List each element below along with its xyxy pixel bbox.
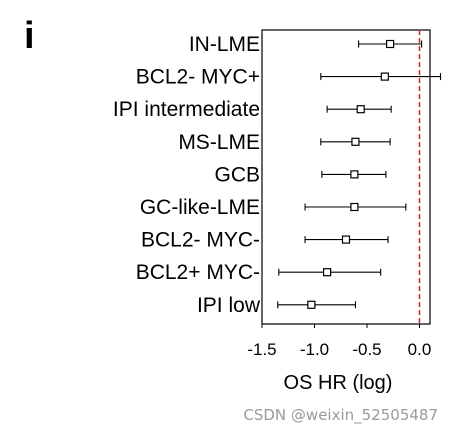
x-tick-label: -1.5	[247, 340, 276, 359]
row-label: GCB	[214, 163, 260, 186]
estimate-row	[304, 202, 407, 212]
x-axis-ticks: -1.5 -1.0 -0.5 0.0	[247, 324, 431, 359]
estimate-point	[386, 39, 395, 49]
estimate-point	[351, 137, 360, 146]
row-label: IPI low	[197, 294, 261, 317]
estimate-point	[350, 170, 359, 179]
estimate-row	[326, 105, 392, 114]
estimate-point	[380, 72, 389, 81]
estimate-point	[350, 202, 359, 212]
estimate-row	[277, 300, 357, 309]
x-tick-label: -1.0	[300, 340, 329, 359]
row-label: IPI intermediate	[113, 98, 260, 121]
estimate-row	[320, 72, 442, 81]
plot-area	[261, 29, 442, 325]
watermark-text: CSDN @weixin_52505487	[243, 406, 438, 425]
row-label: BCL2+ MYC-	[136, 261, 260, 284]
x-tick-label: -0.5	[352, 340, 381, 359]
estimate-point	[323, 268, 332, 277]
estimate-row	[321, 170, 387, 179]
row-label: MS-LME	[178, 131, 260, 154]
x-axis-title: OS HR (log)	[284, 372, 393, 394]
row-label: GC-like-LME	[140, 196, 260, 219]
estimate-point	[356, 105, 365, 114]
x-tick-label: 0.0	[408, 340, 432, 359]
estimate-row	[358, 39, 423, 49]
estimate-marks	[277, 39, 442, 309]
panel-label: i	[24, 15, 35, 57]
estimate-row	[304, 235, 389, 244]
row-labels: IN-LME BCL2- MYC+ IPI intermediate MS-LME GC…	[113, 33, 261, 317]
row-label: IN-LME	[189, 33, 260, 56]
estimate-point	[307, 300, 316, 309]
plot-frame	[261, 29, 431, 325]
row-label: BCL2- MYC+	[136, 66, 260, 89]
estimate-row	[278, 268, 382, 277]
estimate-row	[320, 137, 391, 146]
estimate-point	[341, 235, 351, 244]
row-label: BCL2- MYC-	[141, 229, 260, 252]
